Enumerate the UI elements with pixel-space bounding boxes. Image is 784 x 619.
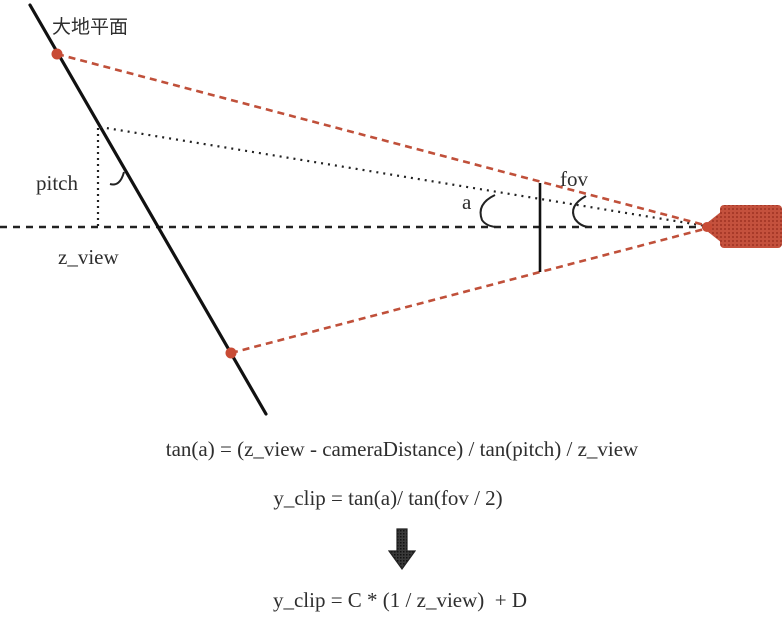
ground-plane-line xyxy=(28,3,268,416)
bottom-frustum-ray xyxy=(230,225,713,355)
top-frustum-ray xyxy=(56,52,713,229)
angle-a-arc xyxy=(479,194,497,228)
tan-a-formula: tan(a) = (z_view - cameraDistance) / tan… xyxy=(165,437,639,461)
pitch-angle-arc xyxy=(109,171,125,186)
down-arrow-icon xyxy=(388,528,416,571)
pitch-label: pitch xyxy=(36,171,78,195)
fov-label: fov xyxy=(560,167,588,191)
sight-dotted-line xyxy=(99,125,713,229)
angle-a-label: a xyxy=(462,190,472,214)
top-ground-point xyxy=(51,48,63,60)
bottom-ground-point xyxy=(225,347,237,359)
fov-angle-arc xyxy=(572,195,589,228)
camera-icon xyxy=(702,205,782,248)
z-view-label: z_view xyxy=(58,245,119,269)
y-clip-tan-formula: y_clip = tan(a)/ tan(fov / 2) xyxy=(273,486,503,510)
y-clip-final-formula: y_clip = C * (1 / z_view) + D xyxy=(272,588,528,612)
ground-plane-label: 大地平面 xyxy=(52,16,128,38)
